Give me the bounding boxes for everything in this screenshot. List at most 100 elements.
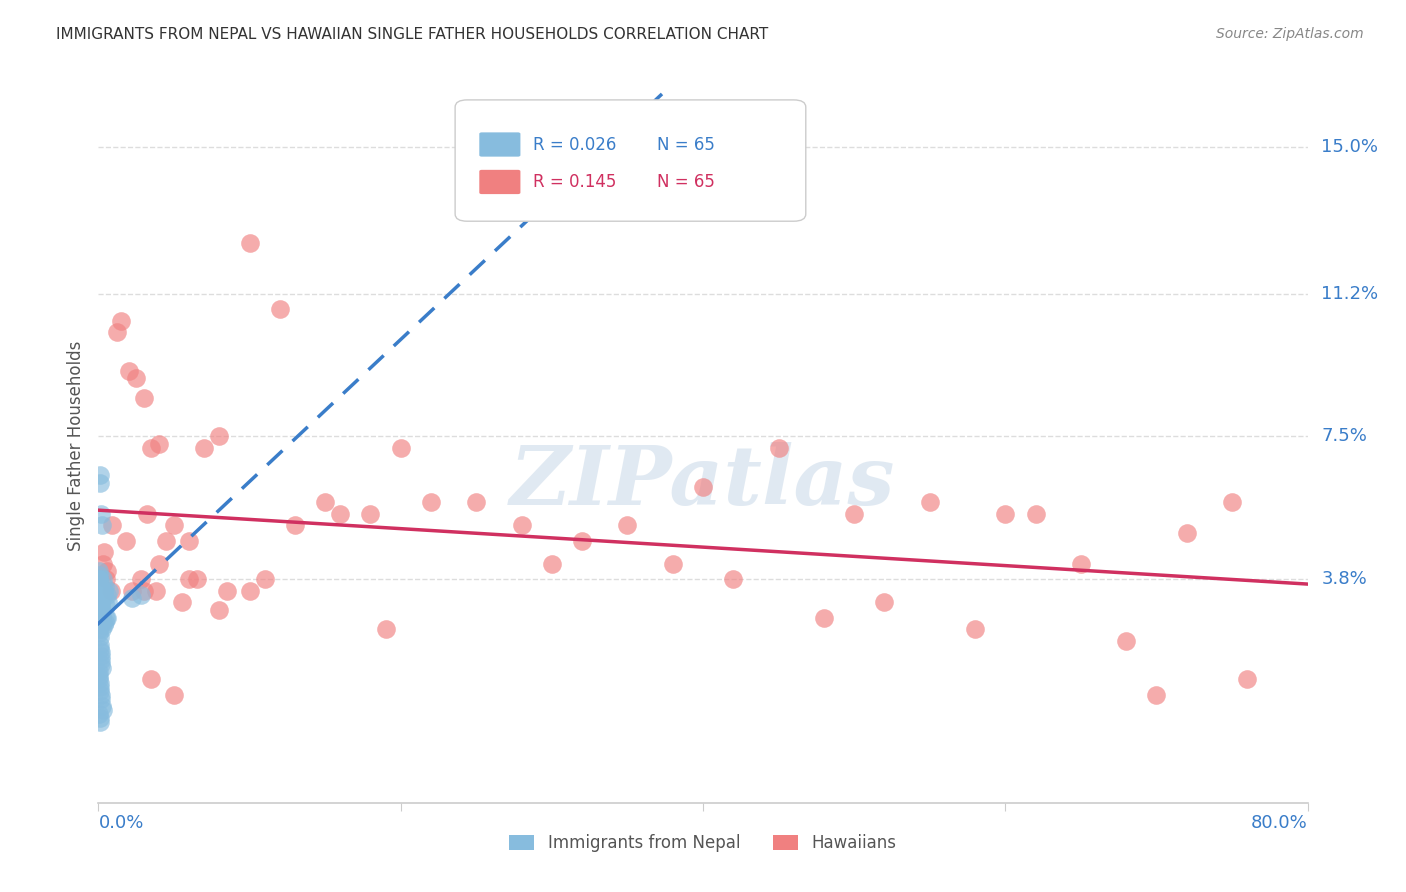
Point	[129, 587, 152, 601]
Point	[239, 583, 262, 598]
Point	[179, 572, 201, 586]
Point	[148, 557, 170, 571]
Point	[208, 429, 231, 443]
Point	[93, 545, 115, 559]
Point	[163, 688, 186, 702]
Point	[94, 580, 117, 594]
Point	[571, 533, 593, 548]
Point	[89, 572, 111, 586]
Point	[1236, 673, 1258, 687]
Point	[965, 622, 987, 636]
Text: 80.0%: 80.0%	[1251, 814, 1308, 832]
Point	[90, 603, 112, 617]
Point	[813, 610, 835, 624]
Point	[329, 507, 352, 521]
Text: R = 0.145: R = 0.145	[533, 173, 616, 191]
Point	[90, 507, 112, 521]
Point	[87, 568, 110, 582]
Point	[510, 518, 533, 533]
Point	[360, 507, 382, 521]
Point	[90, 599, 112, 613]
Point	[90, 603, 112, 617]
Point	[284, 518, 307, 533]
Point	[91, 615, 114, 629]
Point	[87, 565, 110, 579]
Point	[918, 495, 941, 509]
Point	[89, 622, 111, 636]
Point	[89, 587, 111, 601]
Point	[89, 580, 111, 594]
Point	[87, 665, 110, 679]
Point	[420, 495, 443, 509]
Point	[90, 599, 112, 613]
Point	[465, 495, 488, 509]
Point	[89, 684, 111, 698]
Point	[269, 301, 291, 316]
Point	[90, 699, 112, 714]
Point	[91, 622, 114, 636]
Point	[89, 583, 111, 598]
Point	[148, 437, 170, 451]
Text: ZIPatlas: ZIPatlas	[510, 442, 896, 522]
Point	[94, 599, 117, 613]
Point	[1220, 495, 1243, 509]
Point	[141, 673, 163, 687]
Text: 7.5%: 7.5%	[1322, 427, 1368, 445]
Point	[994, 507, 1017, 521]
Point	[844, 507, 866, 521]
Point	[89, 714, 111, 729]
Point	[96, 565, 118, 579]
Point	[215, 583, 238, 598]
Point	[100, 583, 122, 598]
Point	[89, 626, 111, 640]
Point	[170, 595, 193, 609]
Point	[89, 676, 111, 690]
Point	[253, 572, 276, 586]
Point	[186, 572, 208, 586]
Point	[89, 580, 111, 594]
Point	[239, 236, 262, 251]
Point	[1070, 557, 1092, 571]
Point	[90, 653, 112, 667]
Point	[132, 583, 155, 598]
Point	[93, 587, 115, 601]
Point	[93, 583, 115, 598]
Point	[616, 518, 638, 533]
Point	[96, 610, 118, 624]
Text: 11.2%: 11.2%	[1322, 285, 1379, 302]
Point	[93, 618, 115, 632]
Point	[101, 518, 124, 533]
Point	[90, 661, 112, 675]
Y-axis label: Single Father Households: Single Father Households	[66, 341, 84, 551]
Point	[873, 595, 896, 609]
Point	[374, 622, 396, 636]
Text: N = 65: N = 65	[657, 173, 714, 191]
Text: N = 65: N = 65	[657, 136, 714, 153]
Point	[692, 479, 714, 493]
FancyBboxPatch shape	[479, 132, 520, 157]
Point	[89, 467, 111, 482]
Point	[89, 680, 111, 694]
Point	[155, 533, 177, 548]
Point	[110, 313, 132, 327]
Point	[90, 688, 112, 702]
Point	[179, 533, 201, 548]
Text: 0.0%: 0.0%	[98, 814, 143, 832]
Point	[90, 518, 112, 533]
Point	[90, 657, 112, 671]
Point	[163, 518, 186, 533]
Text: R = 0.026: R = 0.026	[533, 136, 616, 153]
Point	[89, 638, 111, 652]
Point	[129, 572, 152, 586]
Text: Source: ZipAtlas.com: Source: ZipAtlas.com	[1216, 27, 1364, 41]
Point	[389, 441, 412, 455]
Point	[89, 630, 111, 644]
Point	[91, 703, 114, 717]
Point	[90, 595, 112, 609]
Point	[96, 587, 118, 601]
Point	[89, 583, 111, 598]
Point	[1175, 525, 1198, 540]
Point	[208, 603, 231, 617]
Text: 15.0%: 15.0%	[1322, 138, 1378, 156]
Text: IMMIGRANTS FROM NEPAL VS HAWAIIAN SINGLE FATHER HOUSEHOLDS CORRELATION CHART: IMMIGRANTS FROM NEPAL VS HAWAIIAN SINGLE…	[56, 27, 769, 42]
